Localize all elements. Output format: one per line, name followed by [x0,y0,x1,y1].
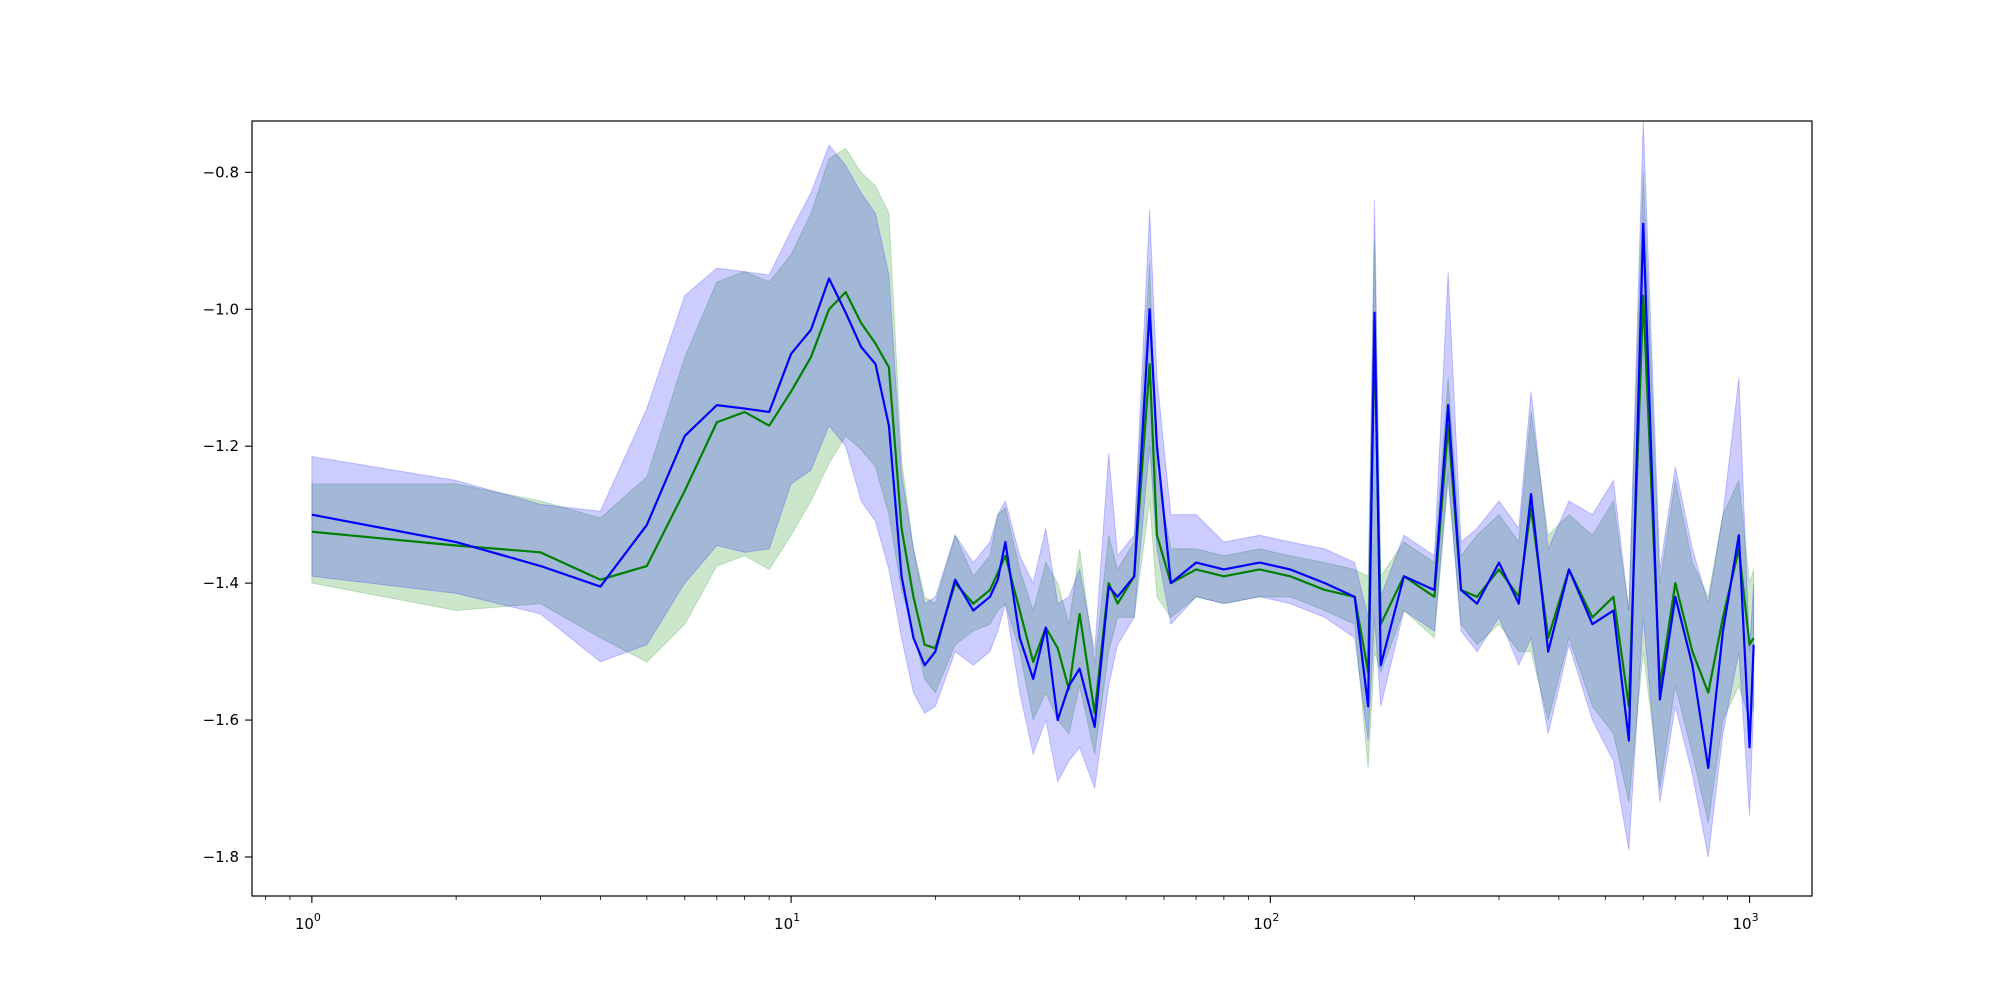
y-tick-label: −1.0 [203,300,239,318]
y-tick-label: −1.4 [203,574,239,592]
x-tick-label: 103 [1732,911,1758,933]
x-axis: 100 101 102 103 [265,896,1759,933]
x-tick-label: 101 [774,911,800,933]
series-1-line [311,222,1755,770]
confidence-bands [311,120,1755,858]
plot-frame [251,120,1813,897]
y-axis: −0.8 −1.0 −1.2 −1.4 −1.6 −1.8 [203,163,252,866]
y-tick-label: −0.8 [203,163,239,181]
series-0-band [311,147,1755,823]
series-lines [311,222,1755,770]
y-tick-label: −1.8 [203,848,239,866]
x-tick-label: 100 [295,911,321,933]
y-tick-label: −1.2 [203,437,239,455]
y-tick-label: −1.6 [203,711,239,729]
series-1-band [311,120,1755,858]
x-tick-label: 102 [1253,911,1279,933]
